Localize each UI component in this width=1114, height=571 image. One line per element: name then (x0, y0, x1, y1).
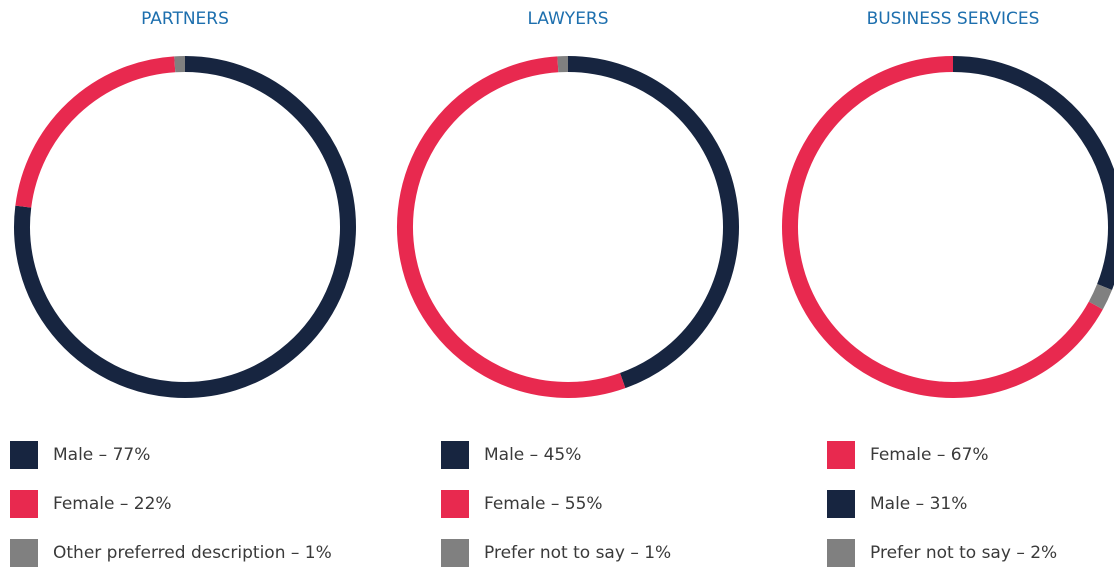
chart-title: LAWYERS (527, 9, 608, 29)
legend-swatch (441, 490, 469, 518)
donut-segment (15, 56, 176, 208)
legend-swatch (10, 441, 38, 469)
donut-segment (14, 56, 356, 398)
legend-swatch (827, 539, 855, 567)
legend-swatch (441, 539, 469, 567)
legend-label: Male – 31% (870, 494, 967, 514)
legend-swatch (10, 490, 38, 518)
legend-swatch (827, 441, 855, 469)
donut-segment (397, 56, 626, 398)
legend-label: Prefer not to say – 2% (870, 543, 1057, 563)
legend-label: Female – 22% (53, 494, 172, 514)
donut-segment (782, 56, 1103, 398)
chart-title: BUSINESS SERVICES (867, 9, 1040, 29)
donut-segment (952, 56, 1114, 290)
legend-label: Other preferred description – 1% (53, 543, 332, 563)
legend-swatch (441, 441, 469, 469)
legend-swatch (827, 490, 855, 518)
legend-label: Prefer not to say – 1% (484, 543, 671, 563)
legend-label: Male – 45% (484, 445, 581, 465)
donut-segment (567, 56, 739, 389)
legend-label: Female – 67% (870, 445, 989, 465)
chart-title: PARTNERS (141, 9, 229, 29)
legend-swatch (10, 539, 38, 567)
donut-segment (1088, 283, 1112, 310)
legend-label: Male – 77% (53, 445, 150, 465)
legend-label: Female – 55% (484, 494, 603, 514)
